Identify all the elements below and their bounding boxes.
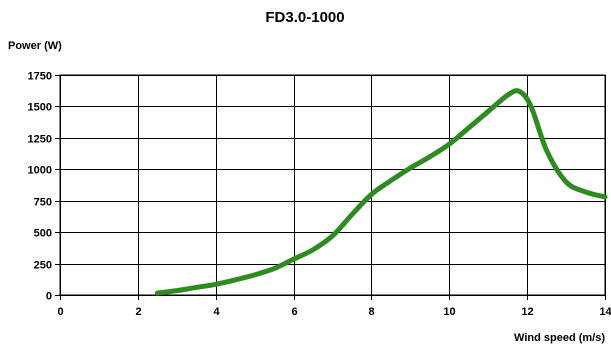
y-tick-label: 250 [34,260,52,272]
chart-title: FD3.0-1000 [265,9,344,26]
x-tick-label: 0 [57,306,63,318]
y-axis-label: Power (W) [8,40,62,52]
y-tick-label: 1250 [28,134,52,146]
power-curve-line [154,88,608,296]
y-tick-labels: 0 250 500 750 1000 1250 1500 1750 [28,71,52,303]
x-tick-label: 14 [599,306,611,318]
y-tick-label: 1500 [28,102,52,114]
x-tick-label: 12 [521,306,533,318]
y-tick-label: 1750 [28,71,52,83]
y-tick-label: 500 [34,228,52,240]
series-layer [154,88,608,296]
x-axis-label: Wind speed (m/s) [514,332,605,344]
x-tick-label: 8 [368,306,374,318]
x-tick-label: 6 [291,306,297,318]
x-tick-label: 10 [443,306,455,318]
plot-frame [59,74,606,296]
y-tick-label: 750 [34,197,52,209]
x-tick-label: 2 [135,306,141,318]
y-tick-label: 1000 [28,165,52,177]
y-tick-label: 0 [46,291,52,303]
grid-lines [55,75,606,300]
x-tick-label: 4 [213,306,220,318]
x-tick-labels: 0 2 4 6 8 10 12 14 [57,306,611,318]
